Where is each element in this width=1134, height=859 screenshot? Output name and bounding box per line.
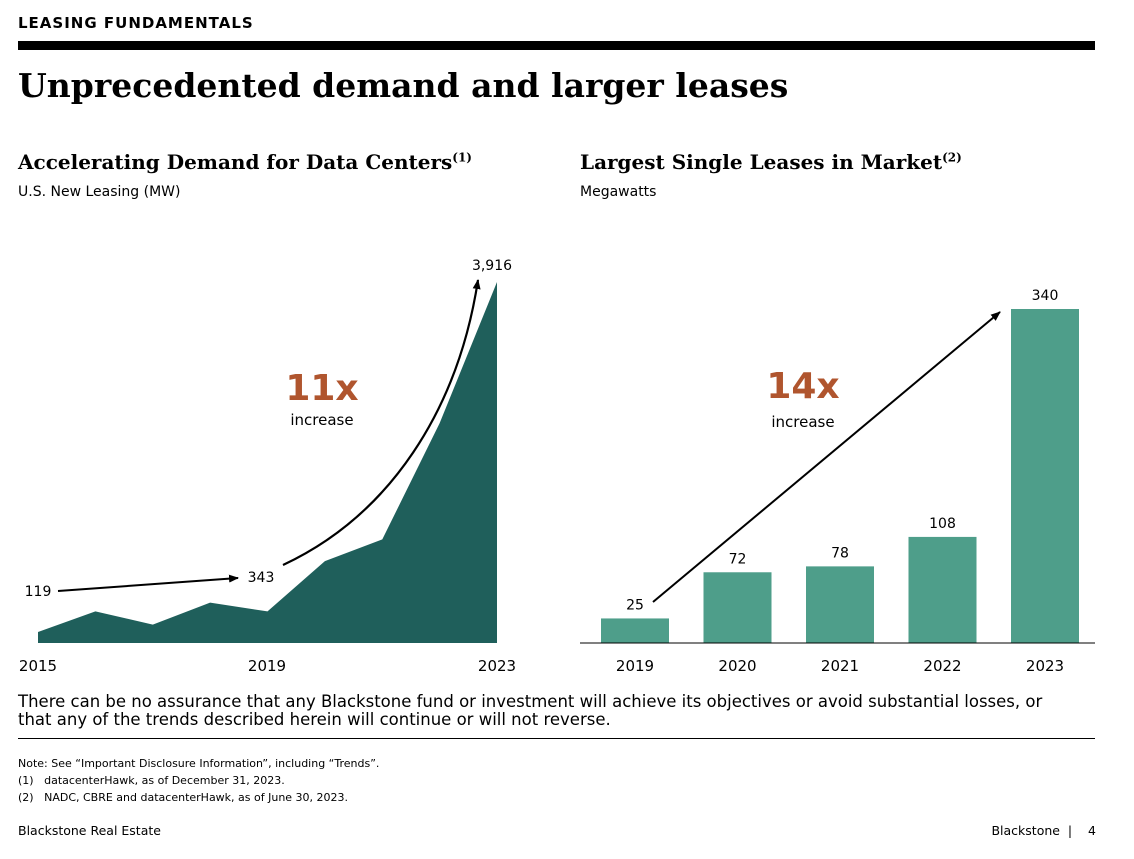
section-label: LEASING FUNDAMENTALS xyxy=(18,14,254,32)
bar-value-label: 78 xyxy=(831,545,849,561)
x-tick-label: 2021 xyxy=(821,657,859,675)
footnote-general: Note: See “Important Disclosure Informat… xyxy=(18,757,380,770)
x-tick-label: 2022 xyxy=(923,657,961,675)
chart2-title-note: (2) xyxy=(942,150,962,165)
x-tick-label: 2019 xyxy=(616,657,654,675)
area-series xyxy=(38,282,497,643)
chart1-title: Accelerating Demand for Data Centers(1) xyxy=(18,150,472,174)
footer-page-info: Blackstone | 4 xyxy=(991,823,1096,838)
bar-value-label: 25 xyxy=(626,597,644,613)
trend-arrow-curve xyxy=(282,279,481,566)
x-tick-2023: 2023 xyxy=(478,657,516,675)
footnote-1: (1) datacenterHawk, as of December 31, 2… xyxy=(18,772,379,789)
bar-2021 xyxy=(806,566,874,643)
multiple-sublabel: increase xyxy=(771,413,834,431)
bar-2019 xyxy=(601,618,669,643)
chart2-subtitle: Megawatts xyxy=(580,184,657,200)
footnote-2-text: NADC, CBRE and datacenterHawk, as of Jun… xyxy=(44,791,349,804)
chart2-title: Largest Single Leases in Market(2) xyxy=(580,150,962,174)
footnote-1-text: datacenterHawk, as of December 31, 2023. xyxy=(44,774,285,787)
header-rule xyxy=(18,41,1095,50)
trend-arrow xyxy=(652,311,1001,603)
bar-value-label: 108 xyxy=(929,516,956,532)
bar-value-label: 72 xyxy=(729,551,747,567)
leasing-area-chart: 119 343 3,916 11x increase 2015 2019 202… xyxy=(19,258,516,675)
x-tick-2019: 2019 xyxy=(248,657,286,675)
chart1-title-note: (1) xyxy=(452,150,472,165)
multiple-sublabel: increase xyxy=(290,411,353,429)
divider xyxy=(18,738,1095,739)
data-label-start: 119 xyxy=(25,584,52,600)
chart2-title-text: Largest Single Leases in Market xyxy=(580,150,943,174)
multiple-label: 11x xyxy=(285,368,358,409)
page-title: Unprecedented demand and larger leases xyxy=(18,66,789,105)
largest-leases-bar-chart: 25 2019 72 2020 78 2021 108 2022 340 2023 14x inc… xyxy=(580,288,1095,675)
footnotes: Note: See “Important Disclosure Informat… xyxy=(18,755,379,806)
bar-2023 xyxy=(1011,309,1079,643)
trend-arrow-flat xyxy=(57,574,239,592)
bar-2022 xyxy=(908,536,977,643)
footnote-1-number: (1) xyxy=(18,774,34,787)
page-number: 4 xyxy=(1088,823,1096,838)
x-tick-label: 2023 xyxy=(1026,657,1064,675)
footer-company: Blackstone xyxy=(991,823,1060,838)
data-label-mid: 343 xyxy=(248,570,275,586)
footer-brand: Blackstone Real Estate xyxy=(18,823,161,838)
x-tick-2015: 2015 xyxy=(19,657,57,675)
disclaimer-text: There can be no assurance that any Black… xyxy=(18,692,1043,729)
bar-value-label: 340 xyxy=(1032,288,1059,304)
bar-2020 xyxy=(703,572,772,643)
footer-separator: | xyxy=(1067,823,1073,838)
data-label-end: 3,916 xyxy=(472,258,512,274)
footnote-2-number: (2) xyxy=(18,791,34,804)
footnote-2: (2) NADC, CBRE and datacenterHawk, as of… xyxy=(18,789,379,806)
chart1-subtitle: U.S. New Leasing (MW) xyxy=(18,184,181,200)
chart1-title-text: Accelerating Demand for Data Centers xyxy=(18,150,453,174)
multiple-label: 14x xyxy=(766,366,839,407)
x-tick-label: 2020 xyxy=(718,657,756,675)
